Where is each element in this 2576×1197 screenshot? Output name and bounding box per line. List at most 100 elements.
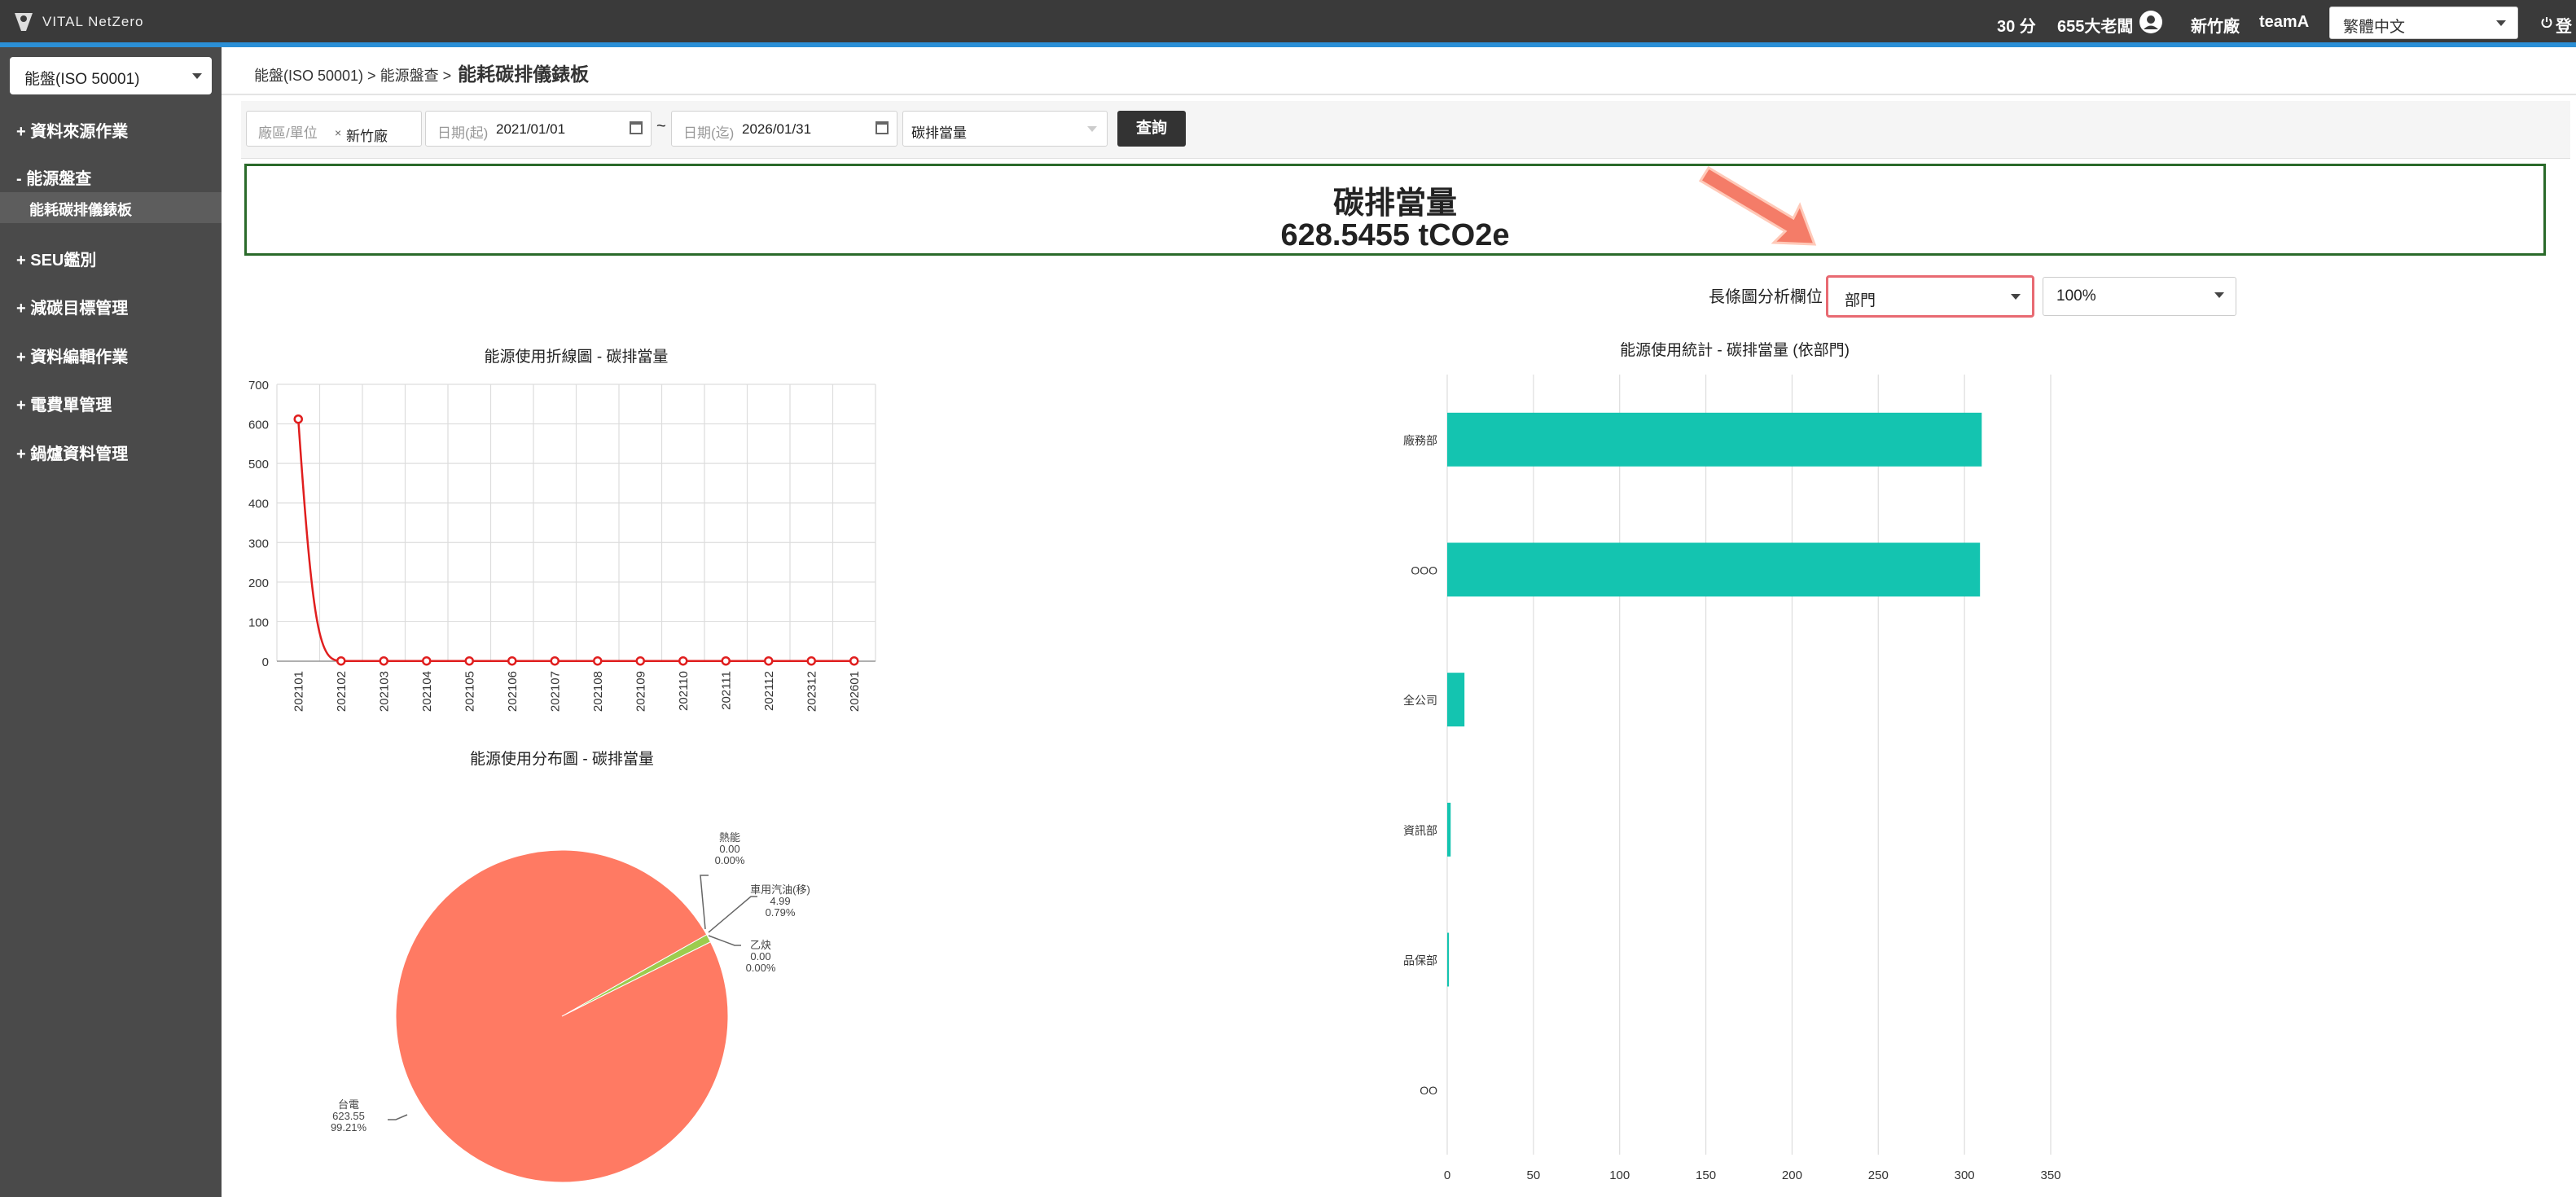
- sidebar-item-energy-inventory[interactable]: - 能源盤查: [16, 170, 92, 188]
- app-logo-text: VITAL NetZero: [42, 14, 144, 29]
- line-chart-x-tick: 202107: [548, 671, 562, 712]
- bar-chart-bar[interactable]: [1447, 802, 1451, 857]
- line-chart-point[interactable]: [293, 414, 303, 424]
- sidebar-item-label: 資料編輯作業: [30, 349, 129, 366]
- breadcrumb-path[interactable]: 能盤(ISO 50001) > 能源盤查 >: [254, 68, 452, 84]
- sidebar: [0, 47, 222, 1197]
- end-date-label: 日期(迄): [683, 125, 735, 141]
- sidebar-item-label: 電費單管理: [30, 397, 112, 414]
- line-chart-y-tick: 500: [248, 458, 269, 471]
- team-name[interactable]: teamA: [2259, 13, 2310, 31]
- power-icon[interactable]: [2541, 16, 2552, 28]
- line-chart-y-tick: 700: [248, 379, 269, 392]
- total-emission-title: 碳排當量: [1332, 186, 1457, 221]
- tag-remove-icon[interactable]: ×: [335, 126, 342, 139]
- language-select[interactable]: 繁體中文: [2329, 7, 2518, 39]
- user-avatar-icon[interactable]: [2139, 11, 2162, 33]
- bar-chart-bar[interactable]: [1447, 673, 1465, 727]
- line-chart-y-tick: 400: [248, 498, 269, 511]
- line-chart-point[interactable]: [550, 656, 560, 666]
- bar-chart-bar[interactable]: [1447, 932, 1450, 987]
- line-chart-x-tick: 202101: [292, 671, 305, 712]
- line-chart-y-tick: 0: [262, 656, 269, 669]
- logout-link[interactable]: 登: [2556, 18, 2572, 36]
- line-chart-point[interactable]: [422, 656, 432, 666]
- sidebar-item-seu[interactable]: + SEU鑑別: [16, 252, 97, 270]
- top-accent-line: [0, 42, 2576, 47]
- line-chart: 能源使用折線圖 - 碳排當量 0 100 200 300 400 500 600 700 2021…: [248, 348, 876, 712]
- sidebar-item-data-source[interactable]: + 資料來源作業: [16, 123, 129, 141]
- line-chart-x-tick: 202104: [420, 671, 434, 712]
- line-chart-point[interactable]: [849, 656, 859, 666]
- percent-select[interactable]: 100%: [2043, 277, 2236, 316]
- line-chart-point[interactable]: [764, 656, 774, 666]
- start-date-value: 2021/01/01: [496, 121, 566, 137]
- pie-chart: 能源使用分布圖 - 碳排當量熱能0.000.00%車用汽油(移)4.990.79…: [331, 750, 810, 1183]
- bar-chart-x-tick: 50: [1527, 1168, 1541, 1182]
- line-chart-point[interactable]: [678, 656, 688, 666]
- line-chart-x-tick: 202110: [677, 671, 691, 711]
- site-tag: 新竹廠: [346, 129, 388, 144]
- pie-label-percent: 0.00%: [715, 854, 745, 866]
- sidebar-item-label: 資料來源作業: [30, 123, 129, 141]
- sidebar-subitem-dashboard[interactable]: 能耗碳排儀錶板: [29, 202, 132, 218]
- header-divider: [222, 94, 2576, 95]
- pie-label-percent: 0.00%: [746, 962, 776, 974]
- site-name[interactable]: 新竹廠: [2191, 18, 2240, 36]
- metric-value: 碳排當量: [911, 125, 967, 141]
- sidebar-item-electric-bill[interactable]: + 電費單管理: [16, 397, 112, 414]
- pie-label-percent: 99.21%: [331, 1121, 367, 1133]
- query-button[interactable]: 查詢: [1117, 111, 1186, 147]
- line-chart-point[interactable]: [721, 656, 731, 666]
- sidebar-item-label: SEU鑑別: [30, 252, 97, 270]
- start-date-label: 日期(起): [437, 125, 489, 141]
- line-chart-x-tick: 202106: [506, 671, 520, 712]
- bar-chart-category-label: 資訊部: [1403, 824, 1437, 837]
- bar-chart-x-tick: 250: [1868, 1168, 1889, 1182]
- line-chart-x-tick: 202312: [805, 671, 818, 712]
- bar-chart-category-label: OOO: [1411, 564, 1437, 577]
- end-date-field[interactable]: 日期(迄) 2026/01/31: [671, 111, 897, 147]
- pie-label-line: [700, 875, 709, 930]
- system-select[interactable]: 能盤(ISO 50001): [10, 57, 212, 94]
- bar-chart-x-tick: 200: [1782, 1168, 1802, 1182]
- pie-label-name: 乙炔: [750, 939, 771, 951]
- sidebar-item-reduction-target[interactable]: + 減碳目標管理: [16, 300, 129, 318]
- pie-slice[interactable]: [395, 849, 729, 1183]
- bar-chart-x-tick: 350: [2040, 1168, 2060, 1182]
- start-date-field[interactable]: 日期(起) 2021/01/01: [425, 111, 652, 147]
- line-chart-point[interactable]: [336, 656, 346, 666]
- pie-label-value: 623.55: [332, 1110, 365, 1122]
- sidebar-subitem-active-bg: [0, 192, 222, 223]
- line-chart-point[interactable]: [635, 656, 645, 666]
- line-chart-point[interactable]: [507, 656, 517, 666]
- page-title: 能耗碳排儀錶板: [458, 64, 590, 85]
- line-chart-point[interactable]: [464, 656, 474, 666]
- bar-chart-category-label: 品保部: [1403, 954, 1437, 967]
- line-chart-x-tick: 202103: [377, 671, 391, 712]
- bar-chart-bar[interactable]: [1447, 412, 1982, 467]
- pie-label-percent: 0.79%: [766, 906, 796, 919]
- sidebar-item-boiler[interactable]: + 鍋爐資料管理: [16, 445, 129, 463]
- pie-label-line: [708, 935, 741, 946]
- line-chart-point[interactable]: [806, 656, 816, 666]
- bar-chart-bar[interactable]: [1447, 542, 1981, 597]
- pie-label-value: 0.00: [750, 950, 770, 962]
- line-chart-x-tick: 202112: [762, 671, 776, 711]
- line-chart-point[interactable]: [593, 656, 603, 666]
- sidebar-item-label: 能源盤查: [26, 170, 92, 188]
- line-chart-y-tick: 300: [248, 537, 269, 550]
- metric-select[interactable]: 碳排當量: [902, 111, 1108, 147]
- site-filter[interactable]: 廠區/單位 × 新竹廠: [246, 111, 422, 147]
- calendar-icon[interactable]: [630, 121, 643, 134]
- line-chart-x-tick: 202601: [848, 671, 862, 712]
- user-name[interactable]: 655大老闆: [2057, 18, 2134, 36]
- line-chart-point[interactable]: [379, 656, 388, 666]
- bar-chart-x-tick: 300: [1955, 1168, 1975, 1182]
- calendar-icon[interactable]: [875, 121, 889, 134]
- pie-label-name: 熱能: [719, 831, 740, 844]
- line-chart-x-tick: 202102: [335, 671, 349, 712]
- sidebar-item-data-edit[interactable]: + 資料編輯作業: [16, 349, 129, 366]
- bar-chart-title: 能源使用統計 - 碳排當量 (依部門): [1620, 341, 1850, 359]
- bar-field-select[interactable]: 部門: [1826, 275, 2034, 318]
